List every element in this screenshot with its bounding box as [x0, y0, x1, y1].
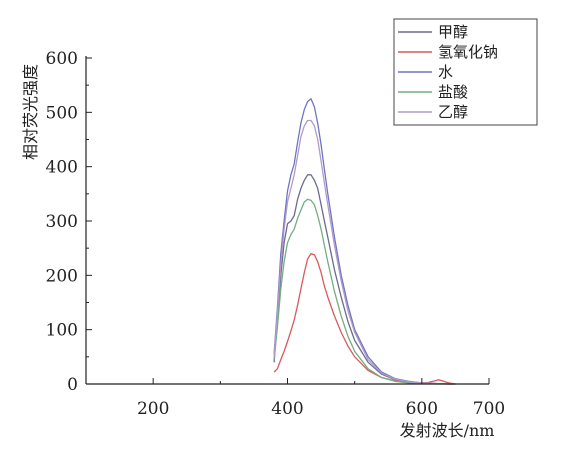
axes: 0 100 200 300 400 500 600 200 400 600 700 — [46, 49, 506, 419]
x-tick-label: 400 — [271, 399, 303, 419]
x-tick-label: 600 — [406, 399, 438, 419]
y-tick-label: 100 — [46, 321, 78, 341]
x-tick-label: 200 — [137, 399, 169, 419]
y-tick-label: 200 — [46, 266, 78, 286]
legend-label: 氢氧化钠 — [438, 43, 498, 61]
series-line — [273, 198, 456, 385]
y-tick-label: 500 — [46, 103, 78, 123]
series-line — [273, 119, 456, 385]
y-axis-title: 相对荧光强度 — [21, 64, 40, 160]
y-tick-label: 400 — [46, 158, 78, 178]
y-tick-label: 300 — [46, 212, 78, 232]
x-axis-title: 发射波长/nm — [400, 421, 495, 440]
y-tick-label: 0 — [67, 375, 78, 395]
legend-box — [393, 18, 538, 126]
legend-label: 乙醇 — [438, 103, 468, 121]
x-tick-label: 700 — [473, 399, 505, 419]
legend-label: 盐酸 — [438, 83, 468, 101]
legend-label: 水 — [438, 63, 453, 81]
legend-label: 甲醇 — [438, 23, 468, 41]
plot-area — [273, 98, 456, 385]
y-tick-label: 600 — [46, 49, 78, 69]
series-line — [273, 252, 456, 385]
series-line — [273, 98, 456, 385]
